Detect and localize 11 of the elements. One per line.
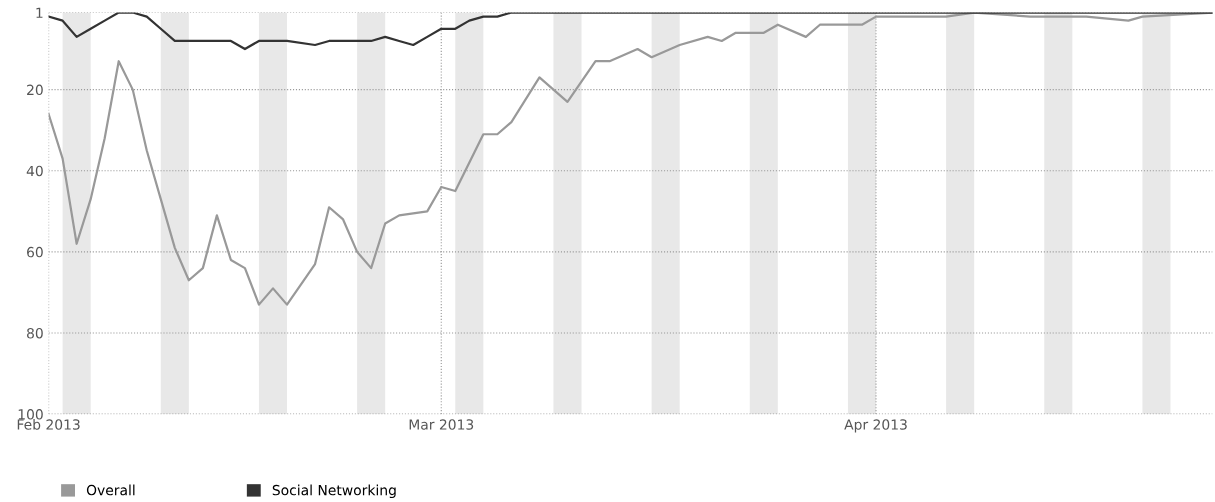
y-tick-label: 40 bbox=[26, 165, 43, 177]
x-tick-label: Apr 2013 bbox=[844, 419, 907, 433]
y-tick-label: 20 bbox=[27, 84, 43, 96]
legend-label: Overall bbox=[86, 484, 135, 496]
y-tick-label: 1 bbox=[36, 7, 43, 18]
y-tick-label: 60 bbox=[27, 246, 43, 258]
legend-label: Social Networking bbox=[272, 484, 396, 499]
y-tick-label: 100 bbox=[18, 409, 43, 420]
x-tick-label: Mar 2013 bbox=[409, 419, 474, 430]
y-tick-label: 80 bbox=[27, 327, 43, 339]
x-tick-label: Feb 2013 bbox=[17, 419, 80, 430]
